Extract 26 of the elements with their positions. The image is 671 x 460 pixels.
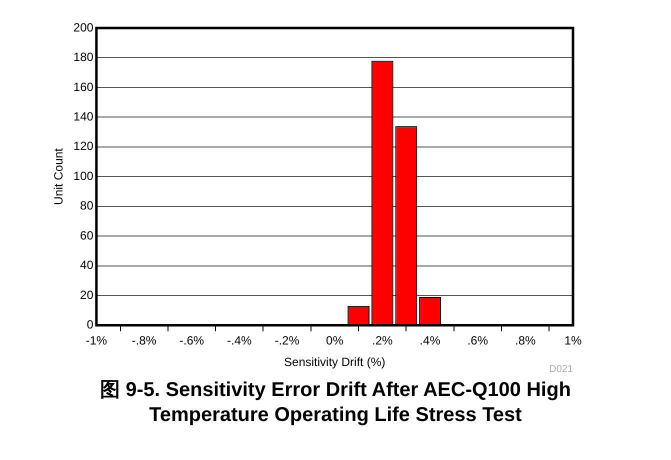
- x-tick-label: .4%: [420, 334, 441, 348]
- y-tick-label: 200: [73, 20, 94, 34]
- x-tick-label: 0%: [326, 334, 344, 348]
- y-tick-label: 100: [73, 168, 94, 183]
- y-tick-label: 20: [80, 288, 94, 302]
- x-tick-label: -.2%: [274, 334, 300, 348]
- y-tick-label: 0: [86, 318, 94, 332]
- y-tick-label: 80: [80, 198, 94, 213]
- y-tick-label: 140: [73, 109, 94, 124]
- x-tick-label: -.8%: [132, 334, 157, 348]
- x-tick-label: .8%: [515, 334, 536, 348]
- y-tick-label: 180: [73, 50, 94, 64]
- x-tick-label: -1%: [86, 334, 108, 348]
- y-axis-title: Unit Count: [52, 148, 66, 205]
- y-tick-label: 60: [80, 228, 94, 242]
- x-tick-label: -.6%: [179, 334, 204, 348]
- y-tick-label: 160: [73, 80, 94, 94]
- x-axis-title: Sensitivity Drift (%): [284, 355, 386, 370]
- text: 图 9-5. Sensitivity Error Drift After AEC-Q100 High Temperature Operating Life Stress Test: [99, 378, 572, 428]
- x-tick-label: 1%: [564, 334, 582, 348]
- text: D021: [549, 364, 574, 375]
- y-tick-label: 120: [73, 139, 94, 154]
- x-tick-label: .2%: [372, 334, 394, 348]
- x-tick-label: -.4%: [227, 334, 252, 348]
- x-tick-label: .6%: [467, 334, 488, 348]
- y-tick-label: 40: [80, 258, 94, 272]
